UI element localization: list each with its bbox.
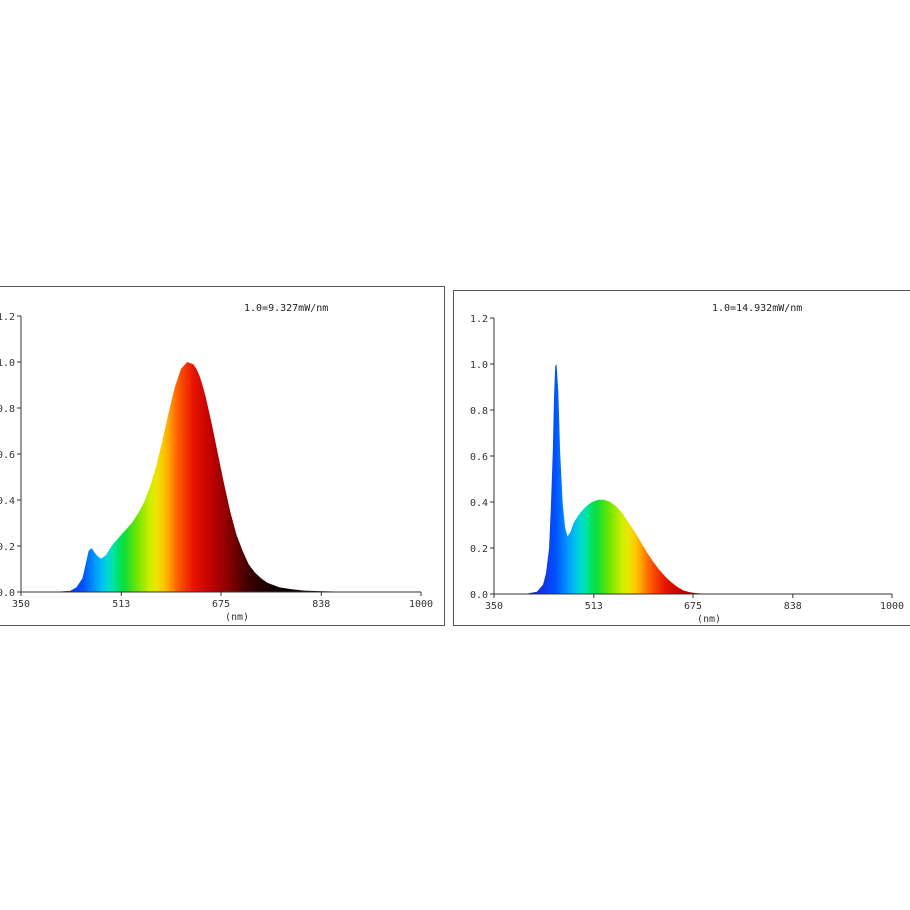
scale-label: 1.0=9.327mW/nm — [244, 303, 328, 314]
scale-label: 1.0=14.932mW/nm — [712, 303, 802, 314]
y-tick-label: 0.2 — [470, 544, 488, 555]
y-tick-label: 0.4 — [470, 498, 488, 509]
y-tick-label: 1.0 — [0, 358, 15, 369]
y-tick-label: 1.2 — [470, 314, 488, 325]
y-tick-label: 0.0 — [0, 588, 15, 599]
x-tick-label: 1000 — [880, 601, 904, 612]
spectrum-chart-left: 0.0 0.2 0.4 0.6 0.8 1.0 1.2 350 513 675 838 1000 (nm… — [0, 286, 445, 626]
y-tick-label: 0.2 — [0, 542, 15, 553]
x-tick-label: 838 — [312, 599, 330, 610]
x-tick-label: 350 — [12, 599, 30, 610]
x-tick-label: 1000 — [409, 599, 433, 610]
y-tick-label: 0.8 — [470, 406, 488, 417]
x-tick-label: 513 — [585, 601, 603, 612]
spectrum-chart-left-svg: 0.0 0.2 0.4 0.6 0.8 1.0 1.2 350 513 675 838 1000 (nm… — [0, 303, 433, 623]
y-tick-label: 0.4 — [0, 496, 15, 507]
y-tick-label: 0.0 — [470, 590, 488, 601]
x-tick-label: 350 — [485, 601, 503, 612]
x-axis-label: (nm) — [225, 612, 249, 623]
y-tick-label: 1.2 — [0, 312, 15, 323]
y-tick-label: 0.6 — [470, 452, 488, 463]
x-tick-label: 675 — [684, 601, 702, 612]
x-tick-label: 838 — [784, 601, 802, 612]
x-tick-label: 513 — [112, 599, 130, 610]
spectrum-area — [21, 362, 421, 592]
x-tick-label: 675 — [212, 599, 230, 610]
x-axis-label: (nm) — [697, 614, 721, 625]
y-tick-label: 0.8 — [0, 404, 15, 415]
y-tick-label: 1.0 — [470, 360, 488, 371]
spectrum-area — [494, 364, 892, 594]
spectrum-chart-right-svg: 0.0 0.2 0.4 0.6 0.8 1.0 1.2 350 513 675 838 1000 (nm… — [470, 303, 904, 625]
spectrum-chart-right: 0.0 0.2 0.4 0.6 0.8 1.0 1.2 350 513 675 838 1000 (nm… — [453, 290, 910, 626]
y-tick-label: 0.6 — [0, 450, 15, 461]
